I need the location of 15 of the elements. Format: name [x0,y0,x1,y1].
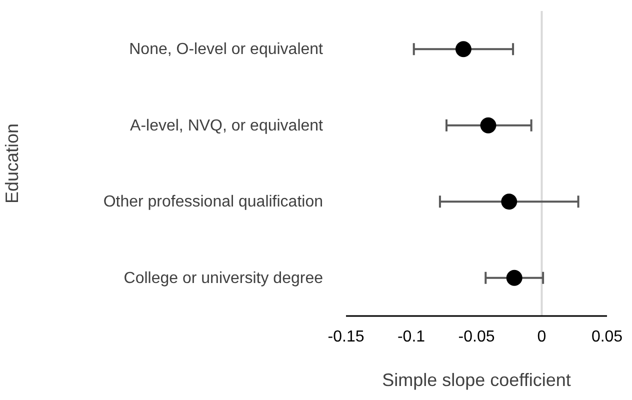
y-tick-label: None, O-level or equivalent [129,41,324,58]
y-axis-title: Education [2,123,22,204]
point [501,194,518,210]
x-tick-label: 0.05 [591,328,623,346]
y-tick-label: College or university degree [124,270,324,287]
x-tick-label: -0.1 [397,328,426,346]
y-tick-label: Other professional qualification [103,194,323,211]
x-tick-label: 0 [537,328,546,346]
y-tick-label: A-level, NVQ, or equivalent [130,117,324,134]
point [506,270,522,286]
point [480,117,496,134]
point [455,41,472,58]
x-tick-label: -0.15 [328,328,364,346]
x-tick-label: -0.05 [458,328,495,346]
x-axis-title: Simple slope coefficient [382,370,571,390]
